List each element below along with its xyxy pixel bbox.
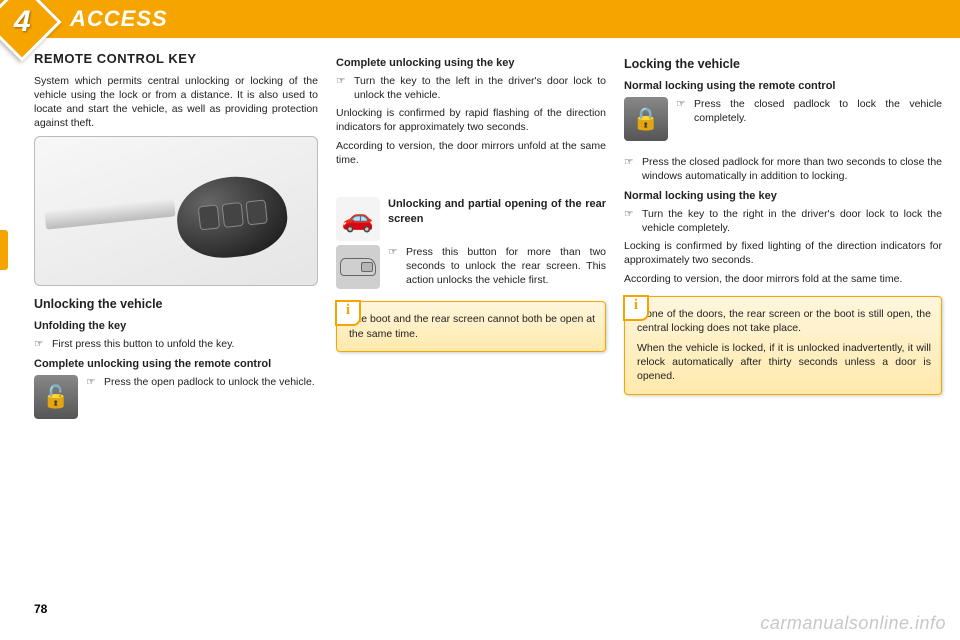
rear-screen-block: ☞ Press this button for more than two se… (336, 245, 606, 292)
section-side-tab (0, 230, 8, 270)
complete-key-mirrors-text: According to version, the door mirrors u… (336, 139, 606, 167)
partial-opening-header-block: 🚗 Unlocking and partial opening of the r… (336, 197, 606, 241)
complete-remote-bullet-text: Press the open padlock to unlock the veh… (104, 375, 318, 389)
info-box-boot-rear-screen: i The boot and the rear screen cannot bo… (336, 301, 606, 351)
normal-key-bullet-row: ☞ Turn the key to the right in the drive… (624, 207, 942, 235)
column-3: Locking the vehicle Normal locking using… (624, 50, 942, 423)
spacer (624, 145, 942, 155)
complete-unlocking-key-title: Complete unlocking using the key (336, 56, 606, 71)
partial-bullet-text: Press this button for more than two seco… (406, 245, 606, 288)
normal-locking-key-title: Normal locking using the key (624, 189, 942, 204)
partial-opening-title-wrap: Unlocking and partial opening of the rea… (388, 197, 606, 227)
bullet-icon: ☞ (336, 74, 346, 102)
bullet-icon: ☞ (676, 97, 686, 125)
complete-unlocking-remote-title: Complete unlocking using the remote cont… (34, 357, 318, 372)
key-fob-button-2 (222, 202, 244, 228)
normal-locking-remote-title: Normal locking using the remote control (624, 79, 942, 94)
open-padlock-icon: 🔓 (34, 375, 78, 419)
closed-padlock-icon: 🔒 (624, 97, 668, 141)
car-outline-icon (340, 258, 376, 276)
column-2: Complete unlocking using the key ☞ Turn … (336, 50, 606, 423)
unfolding-bullet-text: First press this button to unfold the ke… (52, 337, 318, 351)
open-padlock-block: 🔓 ☞ Press the open padlock to unlock the… (34, 375, 318, 419)
rear-screen-icon (336, 245, 380, 289)
normal-key-mirrors-text: According to version, the door mirrors f… (624, 272, 942, 286)
info-box-boot-text: The boot and the rear screen cannot both… (349, 312, 595, 340)
unfolding-bullet-row: ☞ First press this button to unfold the … (34, 337, 318, 351)
red-car-icon: 🚗 (336, 197, 380, 241)
complete-key-bullet-text: Turn the key to the left in the driver's… (354, 74, 606, 102)
normal-key-bullet-text: Turn the key to the right in the driver'… (642, 207, 942, 235)
key-illustration (34, 136, 318, 286)
page-number: 78 (34, 602, 47, 616)
remote-control-key-intro: System which permits central unlocking o… (34, 74, 318, 131)
info-icon: i (627, 295, 645, 313)
normal-key-confirm-text: Locking is confirmed by fixed lighting o… (624, 239, 942, 267)
column-1: REMOTE CONTROL KEY System which permits … (34, 50, 318, 423)
closed-padlock-block: 🔒 ☞ Press the closed padlock to lock the… (624, 97, 942, 141)
info-box-locking-p2: When the vehicle is locked, if it is unl… (637, 341, 931, 384)
key-fob-button-3 (245, 200, 267, 226)
bullet-icon: ☞ (388, 245, 398, 288)
info-icon: i (339, 300, 357, 318)
key-fob-graphic (173, 172, 291, 263)
unlocking-vehicle-title: Unlocking the vehicle (34, 296, 318, 313)
remote-extra-bullet-row: ☞ Press the closed padlock for more than… (624, 155, 942, 183)
bullet-icon: ☞ (624, 155, 634, 183)
unfolding-key-title: Unfolding the key (34, 319, 318, 334)
partial-opening-title: Unlocking and partial opening of the rea… (388, 197, 606, 227)
open-padlock-text: ☞ Press the open padlock to unlock the v… (86, 375, 318, 393)
locking-vehicle-title: Locking the vehicle (624, 56, 942, 73)
bullet-icon: ☞ (624, 207, 634, 235)
spacer (336, 171, 606, 197)
bullet-icon: ☞ (34, 337, 44, 351)
rear-screen-text-wrap: ☞ Press this button for more than two se… (388, 245, 606, 292)
page-header: 4 ACCESS (0, 0, 960, 38)
chapter-number: 4 (14, 5, 31, 39)
watermark: carmanualsonline.info (760, 613, 946, 634)
key-blade-graphic (44, 198, 175, 229)
remote-extra-bullet-text: Press the closed padlock for more than t… (642, 155, 942, 183)
complete-key-confirm-text: Unlocking is confirmed by rapid flashing… (336, 106, 606, 134)
page-body: REMOTE CONTROL KEY System which permits … (0, 38, 960, 431)
key-fob-button-1 (198, 205, 220, 231)
header-title: ACCESS (70, 6, 168, 32)
bullet-icon: ☞ (86, 375, 96, 389)
info-box-locking-p1: If one of the doors, the rear screen or … (637, 307, 931, 335)
closed-padlock-text-wrap: ☞ Press the closed padlock to lock the v… (676, 97, 942, 129)
remote-control-key-title: REMOTE CONTROL KEY (34, 50, 318, 68)
normal-remote-bullet-text: Press the closed padlock to lock the veh… (694, 97, 942, 125)
info-box-locking: i If one of the doors, the rear screen o… (624, 296, 942, 395)
complete-key-bullet-row: ☞ Turn the key to the left in the driver… (336, 74, 606, 102)
